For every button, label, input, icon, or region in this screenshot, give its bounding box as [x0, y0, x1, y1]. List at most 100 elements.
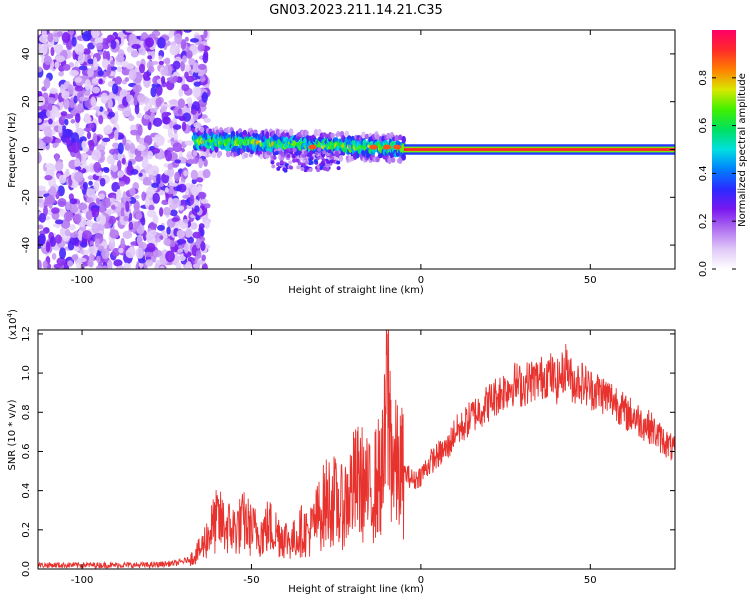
spectrogram-blob [101, 248, 110, 260]
y-tick-label: 0.4 [21, 483, 32, 499]
spectrogram-blob [114, 95, 121, 101]
spectrogram-blob [45, 194, 56, 205]
spectrogram-blob [48, 118, 53, 125]
spectrogram-hotspot [369, 144, 378, 150]
spectrogram-blob [344, 130, 350, 137]
spectrogram-blob [39, 230, 47, 235]
spectrogram-blob [129, 142, 136, 155]
y-tick-label: 0.2 [21, 522, 32, 538]
spectrogram-blob [125, 30, 136, 33]
spectrogram-blob [291, 153, 296, 158]
spectrogram-blob [195, 238, 202, 249]
spectrogram-blob [123, 215, 129, 222]
spectrogram-blob [38, 233, 46, 246]
spectrogram-blob [98, 245, 105, 252]
snr-series-line [38, 330, 675, 569]
spectrogram-blob [243, 152, 249, 159]
spectrogram-blob [172, 124, 182, 130]
spectrogram-blob [73, 95, 78, 104]
spectrogram-blob [86, 131, 92, 140]
spectrogram-blob [111, 204, 116, 210]
spectrogram-x-label: Height of straight line (km) [288, 285, 424, 296]
spectrogram-blob [136, 234, 143, 246]
spectrogram-blob [81, 140, 87, 150]
spectrogram-blob [148, 229, 157, 237]
spectrogram-blob [138, 172, 143, 177]
spectrogram-blob [51, 253, 57, 260]
spectrogram-blob [276, 162, 281, 167]
x-tick-label: -100 [71, 575, 94, 586]
spectrogram-blob [387, 156, 392, 165]
spectrogram-blob [136, 144, 146, 152]
spectrogram-blob [190, 169, 198, 180]
spectrogram-blob [98, 114, 104, 125]
spectrogram-blob [169, 44, 180, 56]
spectrogram-blob [134, 155, 144, 162]
spectrogram-blob [47, 32, 54, 43]
spectrogram-blob [107, 215, 117, 225]
spectrogram-blob [133, 221, 140, 229]
spectrogram-blob [94, 238, 101, 248]
spectrogram-blob [200, 75, 206, 83]
spectrogram-blob [182, 194, 190, 199]
spectrogram-blob [38, 118, 42, 124]
spectrogram-blob [68, 30, 75, 36]
colorbar-gradient [712, 30, 736, 269]
spectrogram-blob [144, 37, 155, 48]
spectrogram-blob [38, 212, 47, 223]
spectrogram-blob [142, 180, 153, 186]
spectrogram-blob [159, 265, 165, 269]
spectrogram-blob [193, 122, 202, 128]
spectrogram-blob [171, 197, 181, 209]
spectrogram-blob [159, 190, 166, 196]
spectrogram-blob [144, 197, 150, 209]
spectrogram-blob [53, 106, 60, 118]
figure-title: GN03.2023.211.14.21.C35 [269, 3, 443, 18]
spectrogram-blob [38, 95, 46, 106]
spectrogram-blob [133, 200, 140, 212]
x-tick-label: -50 [243, 275, 259, 286]
colorbar-ticks: 0.0 0.2 0.4 0.6 0.8 [698, 70, 736, 277]
spectrogram-blob [153, 249, 163, 258]
spectrogram-blob [217, 150, 223, 157]
spectrogram-blob [83, 127, 92, 132]
spectrogram-blob [126, 46, 132, 53]
spectrogram-blob [200, 241, 206, 252]
spectrogram-blob [292, 148, 297, 153]
spectrogram-blob [125, 248, 136, 259]
spectrogram-blob [336, 131, 341, 137]
spectrogram-blob [74, 77, 83, 83]
spectrogram-blob [201, 254, 206, 262]
spectrogram-blob [174, 33, 183, 45]
spectrogram-blob [69, 202, 79, 214]
spectrogram-blob [181, 121, 187, 132]
snr-frame [37, 329, 676, 570]
spectrogram-blob [191, 186, 200, 197]
x-tick-label: 50 [584, 575, 597, 586]
spectrogram-blob [114, 76, 122, 85]
spectrogram-blob [52, 223, 61, 228]
spectrogram-blob [43, 126, 53, 137]
spectrogram-blob [63, 97, 70, 110]
spectrogram-blob [63, 211, 74, 222]
spectrogram-blob [180, 39, 187, 50]
spectrogram-blob [69, 198, 78, 205]
spectrogram-blob [141, 216, 146, 226]
spectrogram-blob [71, 254, 79, 261]
spectrogram-blob [163, 65, 169, 76]
spectrogram-blob [55, 55, 66, 63]
spectrogram-blob [150, 86, 157, 98]
spectrogram-blob [326, 160, 331, 165]
spectrogram-blob [74, 246, 80, 252]
spectrogram-blob [171, 217, 180, 222]
spectrogram-blob [67, 84, 74, 95]
x-tick-label: 0 [418, 275, 424, 286]
spectrogram-blob [61, 32, 71, 43]
spectrogram-blob [130, 129, 139, 136]
spectrogram-blob [188, 58, 196, 66]
spectrogram-image [38, 30, 675, 269]
spectrogram-blob [401, 135, 406, 144]
spectrogram-blob [163, 238, 171, 246]
snr-panel: -100 -50 0 50 0.0 0.2 0.4 0.6 0.8 1.0 1.2 Height … [6, 309, 676, 595]
spectrogram-blob [307, 152, 312, 157]
